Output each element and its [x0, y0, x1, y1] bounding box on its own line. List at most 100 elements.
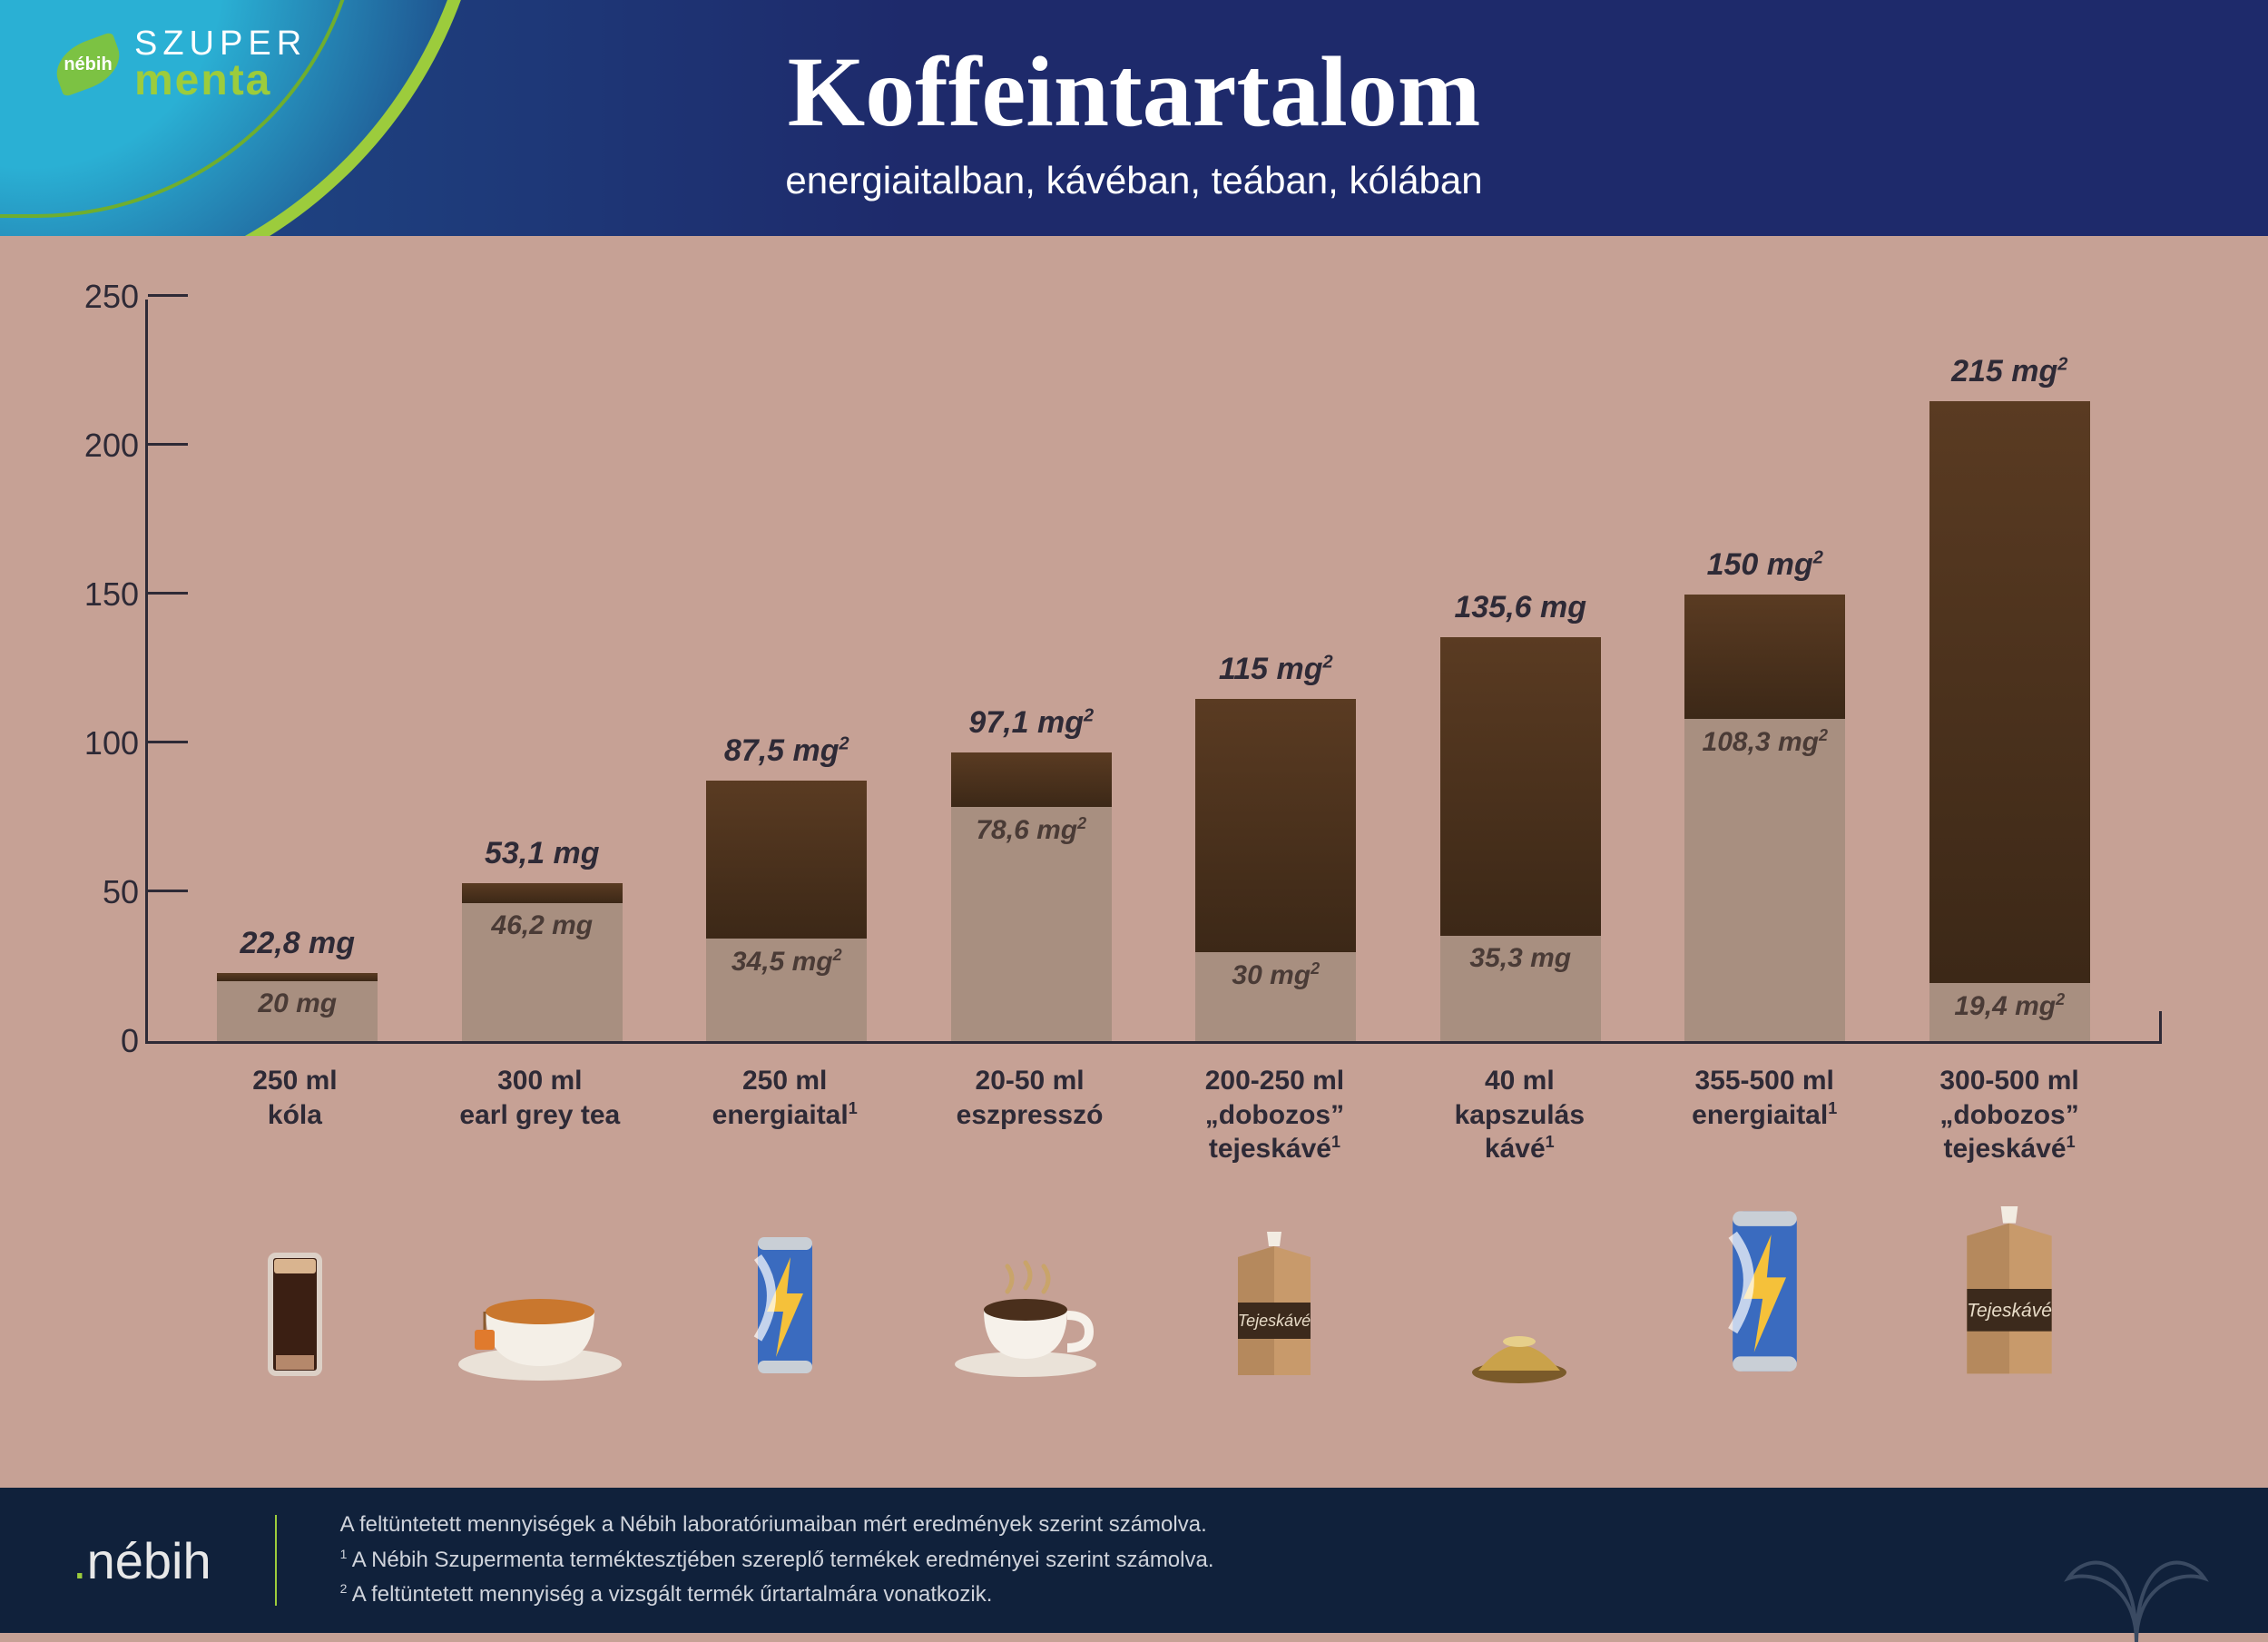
brand-line1: SZUPER	[134, 27, 307, 60]
bar-upper-label: 53,1 mg	[485, 836, 600, 871]
bar: 87,5 mg2 34,5 mg2	[706, 781, 867, 1041]
brand-logo: nébih SZUPER menta	[54, 27, 307, 102]
x-axis-label: 200-250 ml„dobozos” tejeskávé1	[1176, 1064, 1372, 1166]
bar-lower-label: 19,4 mg2	[1954, 990, 2065, 1022]
footer-logo-dot: .	[73, 1531, 87, 1590]
bar-upper-segment: 97,1 mg2	[951, 752, 1112, 808]
y-tick-label: 250	[75, 278, 139, 316]
category-icon-cell	[1911, 1194, 2107, 1384]
bar: 150 mg2 108,3 mg2	[1684, 595, 1845, 1041]
y-tick-label: 200	[75, 427, 139, 465]
y-tick-mark	[148, 741, 188, 743]
bars-container: 22,8 mg 20 mg 53,1 mg 46,2 mg 87,5 mg2 34,5 m…	[148, 300, 2159, 1041]
bar-upper-segment: 87,5 mg2	[706, 781, 867, 939]
bar-slot: 53,1 mg 46,2 mg	[444, 300, 640, 1041]
footnote-line: A feltüntetett mennyiségek a Nébih labor…	[340, 1508, 1214, 1542]
bar: 22,8 mg 20 mg	[217, 973, 378, 1041]
bar-lower-label: 78,6 mg2	[976, 814, 1086, 846]
bar-upper-label: 215 mg2	[1951, 354, 2067, 389]
bar-lower-segment: 78,6 mg2	[951, 807, 1112, 1041]
leaf-icon: nébih	[49, 32, 128, 97]
bar-slot: 135,6 mg35,3 mg	[1422, 300, 1618, 1041]
bar-lower-segment: 46,2 mg	[462, 903, 623, 1041]
category-icons-row	[145, 1166, 2159, 1384]
bar-upper-label: 22,8 mg	[240, 926, 355, 961]
bar-slot: 215 mg2 19,4 mg2	[1911, 300, 2107, 1041]
bar-upper-segment: 215 mg2	[1929, 401, 2090, 984]
x-axis-label: 355-500 mlenergiaital1	[1666, 1064, 1862, 1166]
y-tick-label: 50	[75, 873, 139, 911]
brand-badge: nébih	[54, 42, 122, 87]
teacup-icon	[458, 1266, 622, 1384]
y-tick-mark	[148, 294, 188, 297]
footer-logo: .nébih	[73, 1531, 211, 1590]
milk-carton-icon	[1220, 1221, 1329, 1384]
cola-glass-icon	[254, 1248, 336, 1384]
bar-upper-segment: 115 mg2	[1195, 699, 1356, 952]
milk-carton-large-icon	[1946, 1194, 2073, 1384]
bar-upper-label: 115 mg2	[1219, 652, 1333, 687]
x-axis-end-tick	[2159, 1011, 2162, 1044]
bar: 215 mg2 19,4 mg2	[1929, 401, 2090, 1041]
y-tick-label: 0	[75, 1022, 139, 1060]
category-icon-cell	[687, 1230, 883, 1384]
y-tick-mark	[148, 592, 188, 595]
footnote-line: 1 A Nébih Szupermenta terméktesztjében s…	[340, 1543, 1214, 1578]
y-tick-mark	[148, 443, 188, 446]
category-icon-cell	[442, 1266, 638, 1384]
capsule-icon	[1469, 1325, 1569, 1384]
x-axis-label: 300 mlearl grey tea	[442, 1064, 638, 1166]
category-icon-cell	[1176, 1221, 1372, 1384]
bar-lower-label: 46,2 mg	[491, 910, 593, 941]
bar: 135,6 mg35,3 mg	[1440, 637, 1601, 1041]
bar-slot: 22,8 mg 20 mg	[200, 300, 396, 1041]
header: nébih SZUPER menta Koffeintartalom energ…	[0, 0, 2268, 236]
x-axis-label: 20-50 mleszpresszó	[932, 1064, 1128, 1166]
brand-line2: menta	[134, 60, 307, 102]
bar-slot: 97,1 mg2 78,6 mg2	[933, 300, 1129, 1041]
bar: 115 mg2 30 mg2	[1195, 699, 1356, 1041]
energy-can-large-icon	[1722, 1203, 1808, 1384]
bar-upper-segment: 22,8 mg	[217, 973, 378, 981]
category-icon-cell	[197, 1248, 393, 1384]
x-axis-label: 250 mlkóla	[197, 1064, 393, 1166]
bar-upper-segment: 150 mg2	[1684, 595, 1845, 719]
bar-lower-segment: 20 mg	[217, 981, 378, 1041]
bar: 97,1 mg2 78,6 mg2	[951, 752, 1112, 1041]
bar-lower-segment: 34,5 mg2	[706, 939, 867, 1041]
bar-lower-segment: 19,4 mg2	[1929, 983, 2090, 1041]
bar-upper-label: 97,1 mg2	[968, 705, 1094, 741]
footer: .nébih A feltüntetett mennyiségek a Nébi…	[0, 1488, 2268, 1633]
bar-upper-segment: 53,1 mg	[462, 883, 623, 904]
x-axis-label: 300-500 ml„dobozos” tejeskávé1	[1911, 1064, 2107, 1166]
footnote-line: 2 A feltüntetett mennyiség a vizsgált te…	[340, 1578, 1214, 1612]
bar-upper-label: 87,5 mg2	[724, 733, 849, 769]
bar-lower-label: 34,5 mg2	[731, 946, 842, 978]
x-axis-labels: 250 mlkóla300 mlearl grey tea250 mlenerg…	[145, 1044, 2159, 1166]
bar-slot: 150 mg2 108,3 mg2	[1667, 300, 1863, 1041]
y-tick-mark	[148, 890, 188, 892]
category-icon-cell	[932, 1257, 1128, 1384]
y-tick-label: 150	[75, 575, 139, 614]
bar-lower-segment: 108,3 mg2	[1684, 719, 1845, 1041]
y-tick-label: 100	[75, 724, 139, 762]
bar-lower-segment: 35,3 mg	[1440, 936, 1601, 1041]
bar-slot: 87,5 mg2 34,5 mg2	[689, 300, 885, 1041]
chart-plot: 22,8 mg 20 mg 53,1 mg 46,2 mg 87,5 mg2 34,5 m…	[145, 300, 2159, 1044]
espresso-cup-icon	[953, 1257, 1107, 1384]
bar-lower-label: 20 mg	[258, 988, 337, 1019]
bar-slot: 115 mg2 30 mg2	[1178, 300, 1374, 1041]
bar: 53,1 mg 46,2 mg	[462, 883, 623, 1041]
bar-lower-label: 30 mg2	[1232, 959, 1320, 991]
bar-lower-segment: 30 mg2	[1195, 952, 1356, 1041]
energy-can-icon	[749, 1230, 821, 1384]
brand-text: SZUPER menta	[134, 27, 307, 102]
category-icon-cell	[1421, 1325, 1617, 1384]
footnotes: A feltüntetett mennyiségek a Nébih labor…	[340, 1508, 1214, 1612]
bar-lower-label: 108,3 mg2	[1703, 726, 1828, 758]
x-axis-label: 40 mlkapszulás kávé1	[1421, 1064, 1617, 1166]
chart-area: 22,8 mg 20 mg 53,1 mg 46,2 mg 87,5 mg2 34,5 m…	[0, 236, 2268, 1488]
bar-lower-label: 35,3 mg	[1469, 943, 1571, 974]
footer-leaf-icon	[2059, 1524, 2214, 1642]
footer-separator	[275, 1515, 277, 1606]
